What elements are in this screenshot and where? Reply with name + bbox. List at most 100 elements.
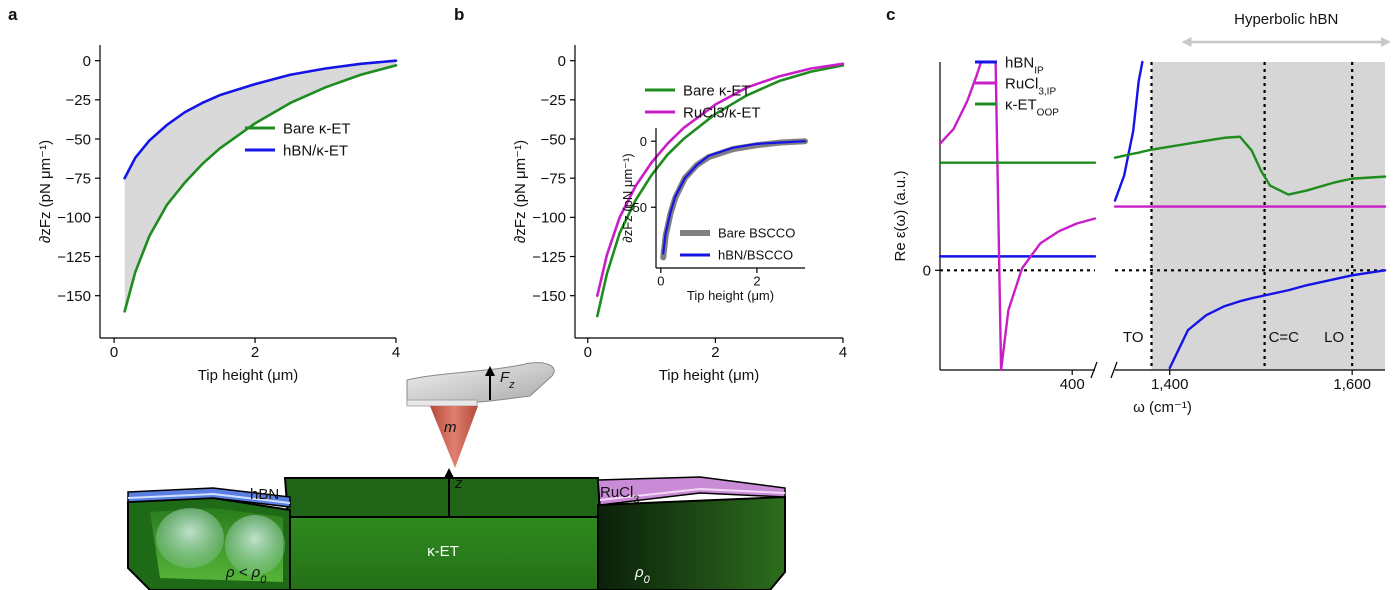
y-axis-label: Re ε(ω) (a.u.) [892,171,909,262]
legend-label: hBN/κ-ET [283,142,348,159]
chart: 0 2 4 0 −25 −50 −75 −100 −125 −150 Bare κ-ET RuCl3/… [512,45,847,384]
ket-label: κ-ET [427,543,459,560]
rucl3-edge [599,487,786,501]
y-tick-label: −50 [625,200,647,215]
legend-label: κ-ETOOP [1005,96,1059,118]
legend-name: hBN [1005,54,1034,71]
arrowhead [1181,37,1192,47]
rucl3-sub: 3 [633,494,639,506]
x-tick-label: 0 [110,344,118,361]
rho0-sub: 0 [644,574,651,586]
axis-break [1090,361,1098,379]
x-tick-label: 1,600 [1333,376,1371,393]
legend-name: Bare BSCCO [718,226,795,241]
x-axis-label: ω (cm⁻¹) [1133,399,1192,416]
y-tick-label: −25 [66,92,91,109]
y-tick-label: −150 [532,288,566,305]
legend-label: Bare κ-ET [683,82,751,99]
chart: Hyperbolic hBN 400 1,400 1,600 0 TO C=C LO hBNIP… [892,11,1391,416]
y-tick-label: −150 [57,288,91,305]
plasmon-blob [156,508,224,568]
chart: 0 2 4 0 −25 −50 −75 −100 −125 −150 Bare κ-ET hBN/κ-… [37,45,400,384]
hbn-edge [127,492,291,504]
rucl3-text: RuCl [600,484,633,501]
schematic: m z Fz hBN RuCl3 κ-ET ρ < ρ0 ρ0 [127,362,786,590]
y-tick-label: −100 [57,210,91,227]
marker-label: LO [1324,329,1344,346]
y-tick-label: −125 [57,249,91,266]
cantilever [406,362,555,405]
right-block [597,495,786,590]
x-tick-label: 4 [839,344,847,361]
y-tick-label: 0 [83,53,91,70]
line [1113,60,1144,202]
x-tick-label: 0 [657,273,664,288]
legend-label: hBN/BSCCO [718,248,793,263]
legend-name: hBN/BSCCO [718,248,793,263]
y-tick-label: −25 [541,92,566,109]
arrowhead [485,366,495,376]
hbn-label: hBN [250,486,279,503]
chart: 0 2 0 −50 Bare BSCCO hBN/BSCCO ∂zFz (pN μm⁻¹) T… [620,128,808,303]
shaded-region [1151,62,1385,370]
x-axis-label: Tip height (μm) [198,367,299,384]
x-tick-label: 400 [1060,376,1085,393]
x-tick-label: 1,400 [1151,376,1189,393]
y-tick-label: −125 [532,249,566,266]
y-tick-label: −50 [541,131,566,148]
force-text: F [500,369,510,386]
x-tick-label: 4 [392,344,400,361]
legend-sub: 3,IP [1038,86,1056,97]
legend-name: RuCl [1005,75,1038,92]
arrowhead [444,468,454,478]
legend-name: κ-ET [1005,96,1037,113]
legend-label: RuCl3,IP [1005,75,1056,97]
y-axis-label: ∂zFz (pN μm⁻¹) [512,140,529,243]
marker-label: TO [1123,329,1144,346]
fill-between [124,60,397,312]
x-tick-label: 2 [711,344,719,361]
x-axis-label: Tip height (μm) [659,367,760,384]
line [994,60,1097,372]
line [596,64,845,318]
y-tick-label: 0 [640,134,647,149]
rho-low-label: ρ < ρ0 [225,564,267,586]
legend-sub: IP [1034,65,1044,76]
y-tick-label: −100 [532,210,566,227]
y-axis-label: ∂zFz (pN μm⁻¹) [620,153,635,242]
rho0-text: ρ [634,564,644,581]
x-tick-label: 0 [584,344,592,361]
rho-low-text: ρ < ρ [225,564,261,581]
mass-label: m [444,419,457,436]
line [938,60,983,145]
y-axis-label: ∂zFz (pN μm⁻¹) [37,140,54,243]
plasmon-blob [225,515,285,575]
line [1168,269,1387,370]
panel-label: c [886,5,895,24]
legend-label: RuCl3/κ-ET [683,104,761,121]
z-label: z [454,475,463,492]
line [123,59,398,180]
rucl3-layer [597,476,786,506]
span-label: Hyperbolic hBN [1234,11,1338,28]
line [596,62,845,297]
panel-label: b [454,5,464,24]
line [662,140,807,255]
x-tick-label: 2 [251,344,259,361]
legend-label: hBNIP [1005,54,1044,76]
y-tick-label: −75 [541,170,566,187]
legend-name: Bare κ-ET [283,120,351,137]
y-tick-label: −75 [66,170,91,187]
line [1113,135,1387,196]
force-label: Fz [500,369,515,391]
legend-name: hBN/κ-ET [283,142,348,159]
center-top [283,477,602,518]
rho-low-sub: 0 [260,574,267,586]
rho0-label: ρ0 [634,564,651,586]
x-tick-label: 2 [753,273,760,288]
legend-sub: OOP [1037,107,1060,118]
arrowhead [1381,37,1391,47]
axis-break [1110,361,1118,379]
line [123,64,398,313]
